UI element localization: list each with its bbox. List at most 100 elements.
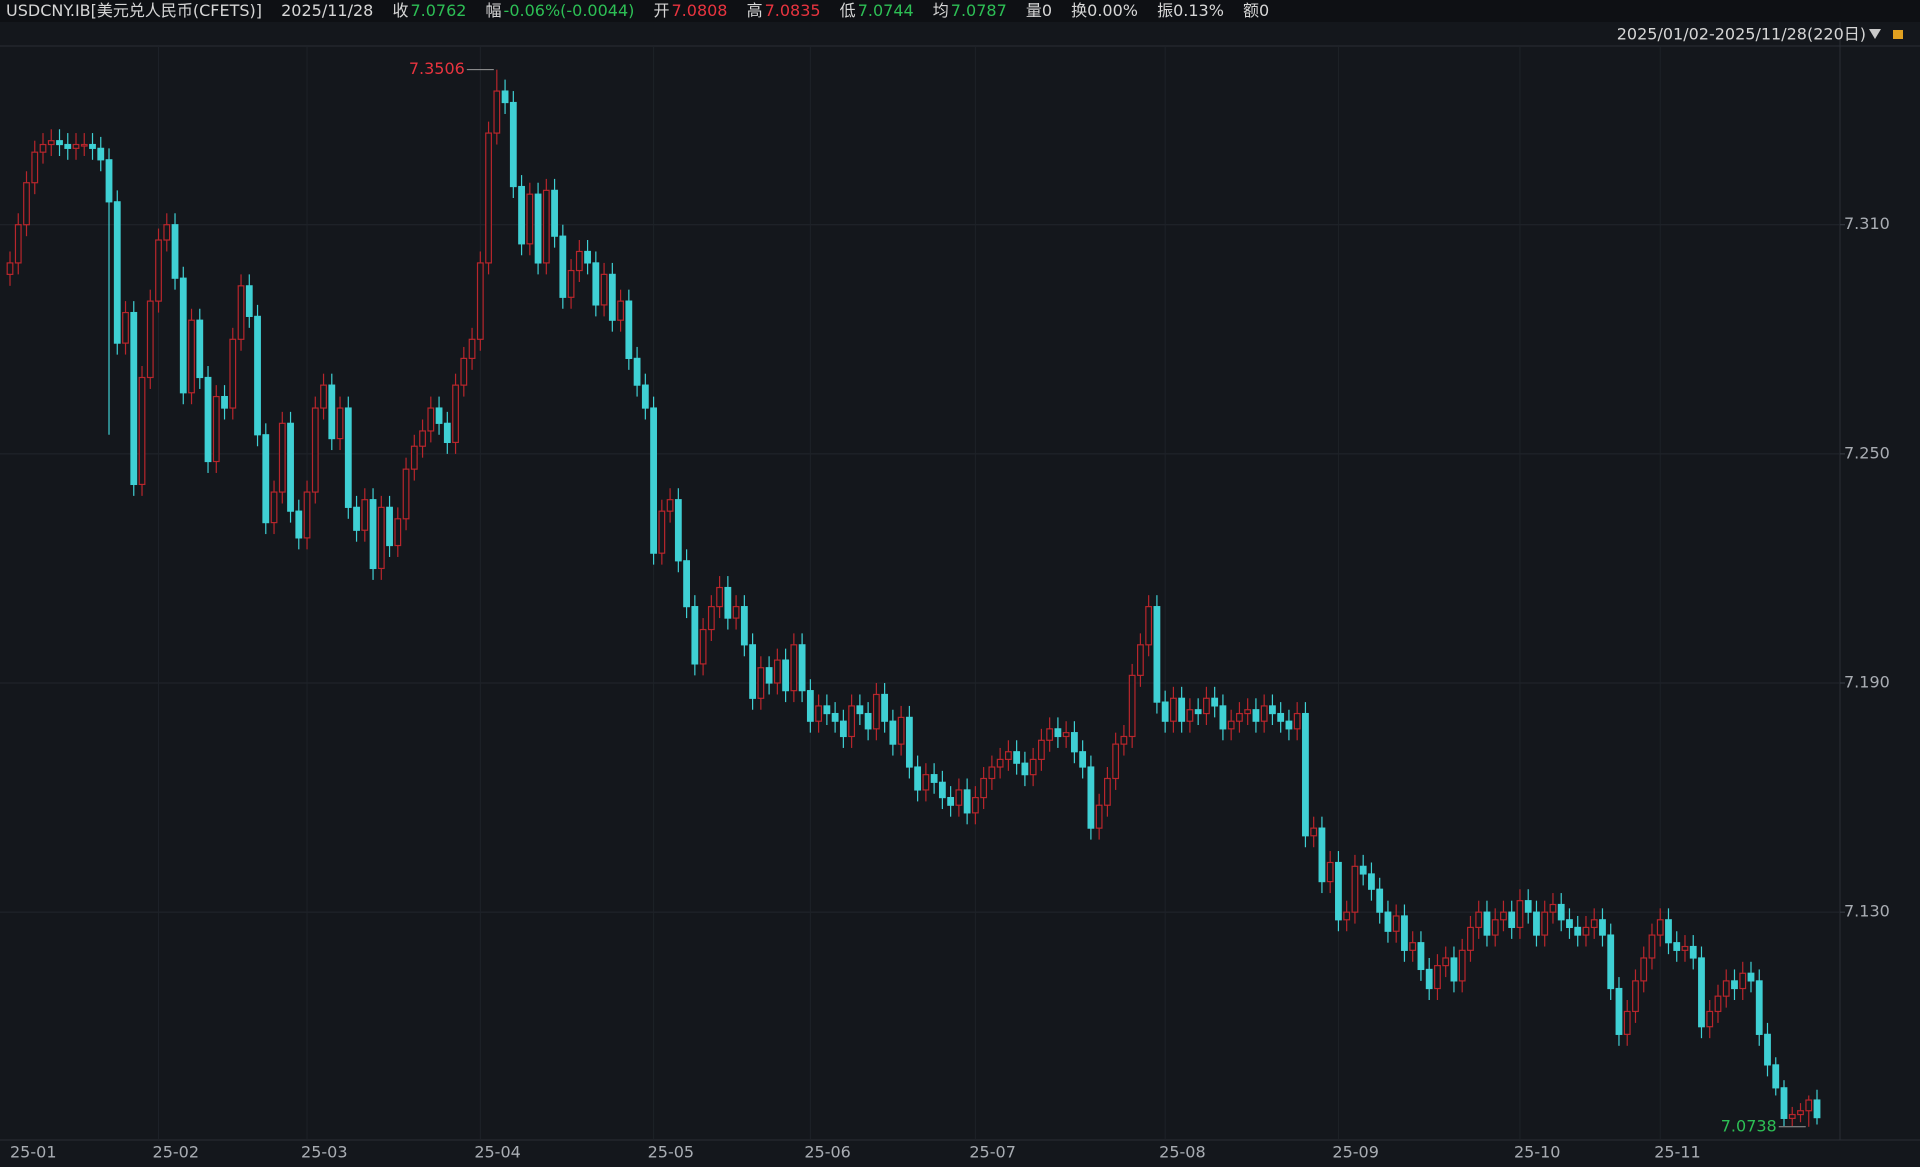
candle-body <box>1755 980 1763 1035</box>
open-value: 7.0808 <box>671 1 728 20</box>
close-label: 收 <box>392 1 409 20</box>
candle-body <box>1813 1099 1821 1119</box>
candle-body <box>1425 968 1433 990</box>
x-tick-label: 25-11 <box>1654 1143 1701 1162</box>
candle-body <box>344 407 352 508</box>
candle-body <box>666 499 674 512</box>
max-label: 7.3506 <box>409 59 465 78</box>
candle-body <box>171 224 179 279</box>
candle-body <box>1764 1033 1771 1066</box>
candle-body <box>773 659 781 684</box>
candle-body <box>1269 705 1276 715</box>
candle-body <box>443 422 451 444</box>
candle-body <box>105 159 113 203</box>
candle-body <box>1409 942 1417 951</box>
candle-body <box>699 628 707 665</box>
dropdown-icon[interactable] <box>1869 29 1881 39</box>
candle-body <box>724 586 732 619</box>
candle-body <box>1797 1110 1804 1116</box>
lock-icon[interactable] <box>1893 30 1903 39</box>
candle-body <box>89 143 96 149</box>
candle-body <box>633 357 641 386</box>
y-tick-label: 7.130 <box>1844 902 1890 921</box>
avg-value: 7.0787 <box>950 1 1007 20</box>
candle-body <box>229 338 237 409</box>
candle-body <box>542 189 550 264</box>
candle-body <box>889 720 897 745</box>
candle-body <box>1607 934 1615 990</box>
candle-body <box>64 143 72 149</box>
low-value: 7.0744 <box>857 1 914 20</box>
candle-body <box>237 285 245 340</box>
candle-body <box>1137 644 1144 676</box>
candle-body <box>1021 762 1029 776</box>
candle-body <box>757 667 765 699</box>
candle-body <box>897 716 905 745</box>
high-label: 高 <box>746 1 763 20</box>
candle-body <box>1120 735 1128 745</box>
candle-body <box>963 789 971 814</box>
candle-body <box>749 644 757 699</box>
candle-body <box>1095 804 1103 829</box>
candle-body <box>848 705 856 738</box>
volume: 量0 <box>1025 1 1053 20</box>
candle-body <box>831 712 839 722</box>
candle-body <box>691 606 699 665</box>
candle-body <box>39 143 47 153</box>
candle-body <box>122 311 129 344</box>
candle-body <box>1714 995 1722 1013</box>
candle-body <box>1211 697 1219 707</box>
candle-body <box>518 185 525 245</box>
candle-body <box>856 705 864 715</box>
candle-body <box>278 422 286 493</box>
avg-label: 均 <box>932 1 949 20</box>
candle-body <box>1186 709 1194 722</box>
candle-body <box>864 712 872 730</box>
candle-body <box>501 90 509 104</box>
candle-body <box>938 781 946 799</box>
candle-body <box>1194 709 1202 715</box>
candle-body <box>56 140 63 146</box>
candle-body <box>600 273 608 306</box>
candle-body <box>1079 751 1087 768</box>
date-range[interactable]: 2025/01/02-2025/11/28(220日) <box>1617 25 1866 44</box>
candle-body <box>740 606 748 646</box>
open-label: 开 <box>653 1 670 20</box>
candle-body <box>914 766 922 791</box>
candle-body <box>1054 728 1062 738</box>
candle-body <box>732 606 740 619</box>
candle-body <box>798 644 806 692</box>
candle-body <box>1458 949 1466 982</box>
candle-body <box>1500 911 1507 921</box>
candle-body <box>1640 957 1648 982</box>
candle-body <box>1541 911 1549 936</box>
x-tick-label: 25-05 <box>648 1143 695 1162</box>
candle-body <box>1343 911 1351 921</box>
candle-body <box>1145 606 1153 646</box>
high-value: 7.0835 <box>764 1 821 20</box>
candle-body <box>303 491 311 539</box>
candle-body <box>971 796 979 814</box>
candle-body <box>988 766 996 780</box>
candle-body <box>1681 945 1689 951</box>
candle-body <box>1401 915 1408 951</box>
candle-body <box>551 189 558 237</box>
candle-body <box>1698 957 1705 1028</box>
candle-body <box>872 693 880 730</box>
candle-body <box>419 430 426 447</box>
candle-body <box>617 300 624 321</box>
candle-body <box>1491 919 1499 936</box>
candle-body <box>1673 942 1681 951</box>
x-tick-label: 25-08 <box>1159 1143 1206 1162</box>
candle-body <box>1293 712 1301 730</box>
candle-body <box>592 262 600 306</box>
candle-body <box>97 147 105 161</box>
candle-body <box>1467 926 1474 951</box>
candle-body <box>427 407 435 432</box>
close-value: 7.0762 <box>410 1 467 20</box>
candle-body <box>1203 697 1210 715</box>
candle-body <box>402 468 410 520</box>
candle-body <box>179 277 187 394</box>
candle-body <box>1112 743 1120 780</box>
